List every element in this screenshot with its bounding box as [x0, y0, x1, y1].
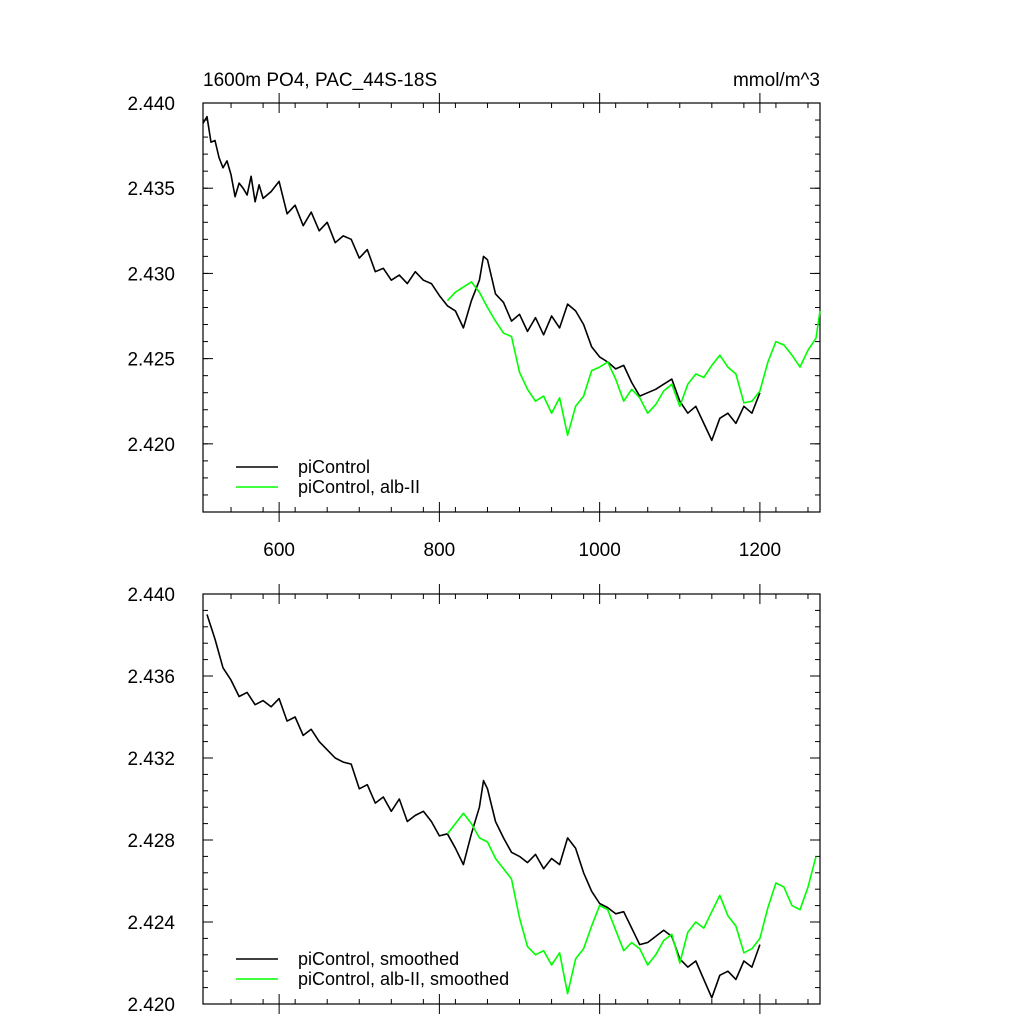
chart-panel-top: 1600m PO4, PAC_44S-18S mmol/m^3 600 800 10… [127, 70, 821, 561]
x-tick-label: 800 [424, 540, 456, 561]
series-line-picontrol [202, 115, 761, 442]
x-tick-label: 1000 [579, 540, 621, 561]
chart-title: 1600m PO4, PAC_44S-18S [203, 70, 437, 91]
plot-frame [202, 593, 821, 1005]
series-line-alb-ii [446, 281, 821, 437]
series-line-picontrol [206, 614, 761, 999]
x-tick-label: 1200 [739, 540, 781, 561]
y-tick-label: 2.435 [127, 179, 175, 200]
chart-units: mmol/m^3 [733, 70, 820, 91]
y-tick-label: 2.430 [127, 264, 175, 285]
y-tick-label: 2.440 [127, 94, 175, 115]
y-tick-label: 2.425 [127, 350, 175, 371]
y-tick-label: 2.436 [127, 667, 175, 688]
x-tick-label: 600 [263, 540, 295, 561]
legend-label: piControl, alb-II [298, 477, 420, 497]
chart-panel-bottom: 2.420 2.424 2.428 2.432 2.436 2.440 piControl,… [127, 584, 821, 1016]
series-line-alb-ii [446, 812, 817, 995]
legend-label: piControl [298, 457, 370, 477]
y-tick-label: 2.440 [127, 585, 175, 606]
y-tick-label: 2.420 [127, 435, 175, 456]
legend-label: piControl, alb-II, smoothed [298, 969, 509, 989]
y-tick-label: 2.428 [127, 831, 175, 852]
y-tick-label: 2.420 [127, 995, 175, 1016]
plot-frame [202, 102, 821, 513]
y-tick-label: 2.424 [127, 913, 175, 934]
legend-label: piControl, smoothed [298, 949, 459, 969]
y-tick-label: 2.432 [127, 749, 175, 770]
